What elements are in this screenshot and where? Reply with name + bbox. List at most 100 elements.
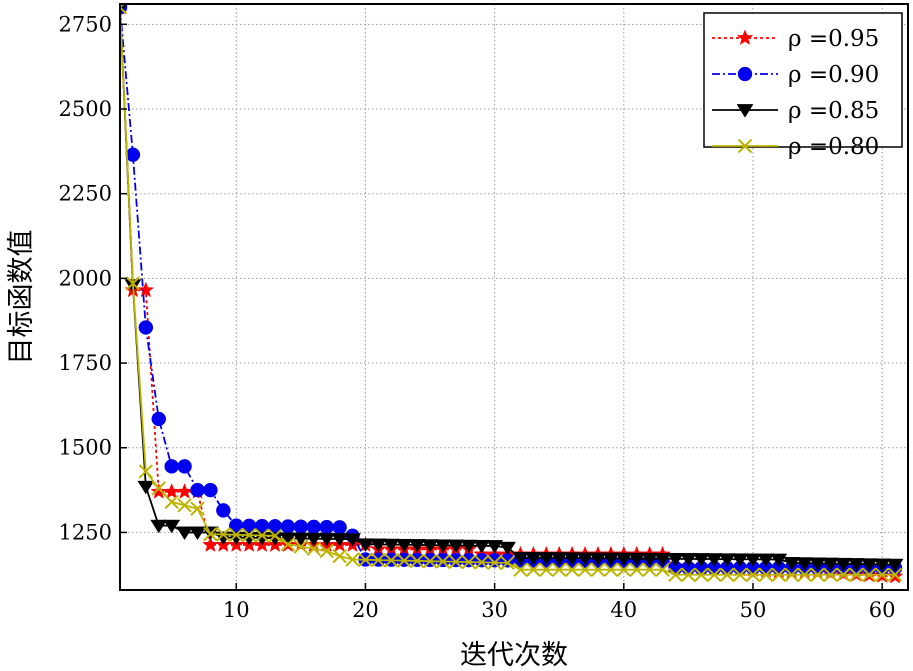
data-point [150,483,168,499]
data-point [642,562,657,577]
data-point [797,567,812,582]
data-point [590,562,606,577]
data-point [189,526,206,541]
data-point [356,538,374,552]
legend-label: ρ =0.90 [788,62,879,88]
data-point [460,539,478,554]
data-point [254,528,270,543]
legend-label: ρ =0.85 [788,98,879,124]
legend-item: ρ =0.95 [712,26,879,52]
data-point [435,552,451,568]
y-tick-label: 2000 [59,266,112,290]
y-tick-label: 1750 [59,351,112,375]
data-point [847,558,865,572]
data-point [422,554,438,569]
data-point [641,552,659,567]
data-point [784,567,799,582]
x-tick-label: 10 [223,598,250,622]
y-tick-label: 2500 [59,97,112,121]
data-point [435,554,451,569]
data-point [421,539,439,553]
data-point [616,562,632,577]
data-point [576,552,594,566]
data-point [745,567,761,582]
plot-frame [119,3,909,591]
data-point [267,528,283,544]
data-point [120,4,128,15]
data-point [512,551,529,566]
y-tick-label: 1250 [59,520,112,544]
data-point [203,526,218,542]
data-point [771,567,787,582]
data-point [849,567,864,582]
data-point [164,459,179,474]
data-point [448,552,464,568]
data-point [306,541,321,556]
y-tick-label: 1500 [59,436,112,460]
data-point [731,553,749,567]
data-point [707,567,722,582]
data-point [539,562,554,577]
data-point [862,567,877,582]
data-point [615,552,633,567]
data-point [151,411,167,427]
legend-label: ρ =0.80 [788,134,879,160]
data-point [176,483,193,499]
data-point [732,567,748,582]
data-point [524,552,542,566]
data-point [395,538,413,553]
data-point [190,501,205,516]
data-point [694,567,709,582]
data-point [668,567,683,582]
data-point [216,527,231,542]
data-point [125,276,141,291]
data-point [150,519,168,534]
x-tick-label: 60 [869,598,896,622]
data-point [667,552,684,567]
legend-item: ρ =0.90 [712,62,879,88]
data-point [886,558,904,573]
data-point [319,543,334,559]
data-point [229,527,244,542]
data-point [874,567,890,582]
data-point [563,552,581,566]
data-point [306,519,322,535]
data-point [836,567,851,582]
data-point [318,533,336,547]
data-point [293,519,309,534]
data-point [382,538,400,553]
data-point [526,562,541,577]
data-point [332,548,347,564]
data-point [408,539,426,553]
data-point [305,532,323,547]
data-point [292,532,310,547]
data-point [448,554,464,569]
data-point [203,482,218,498]
legend-item: ρ =0.80 [712,134,879,160]
data-point [396,553,412,568]
data-point [345,552,360,567]
data-point [873,558,891,573]
x-tick-label: 30 [481,598,508,622]
data-point [331,533,349,547]
data-point [177,459,192,474]
legend-label: ρ =0.95 [788,26,879,52]
data-point [737,138,753,154]
data-point [358,552,373,568]
data-point [486,540,504,554]
data-point [823,567,838,582]
data-point [487,555,502,570]
data-point [384,553,399,568]
data-point [577,562,593,577]
data-point [369,538,387,553]
data-point [705,553,723,567]
data-point [164,494,179,510]
data-point [434,539,452,553]
data-point [280,537,296,552]
axis-ticks: 10 20 30 40 50 60 1250 1500 1750 2000 2250 2500 2750 [59,12,896,622]
data-point [552,562,567,577]
series-4 [120,4,903,582]
data-point [822,557,839,572]
data-point [654,552,672,567]
